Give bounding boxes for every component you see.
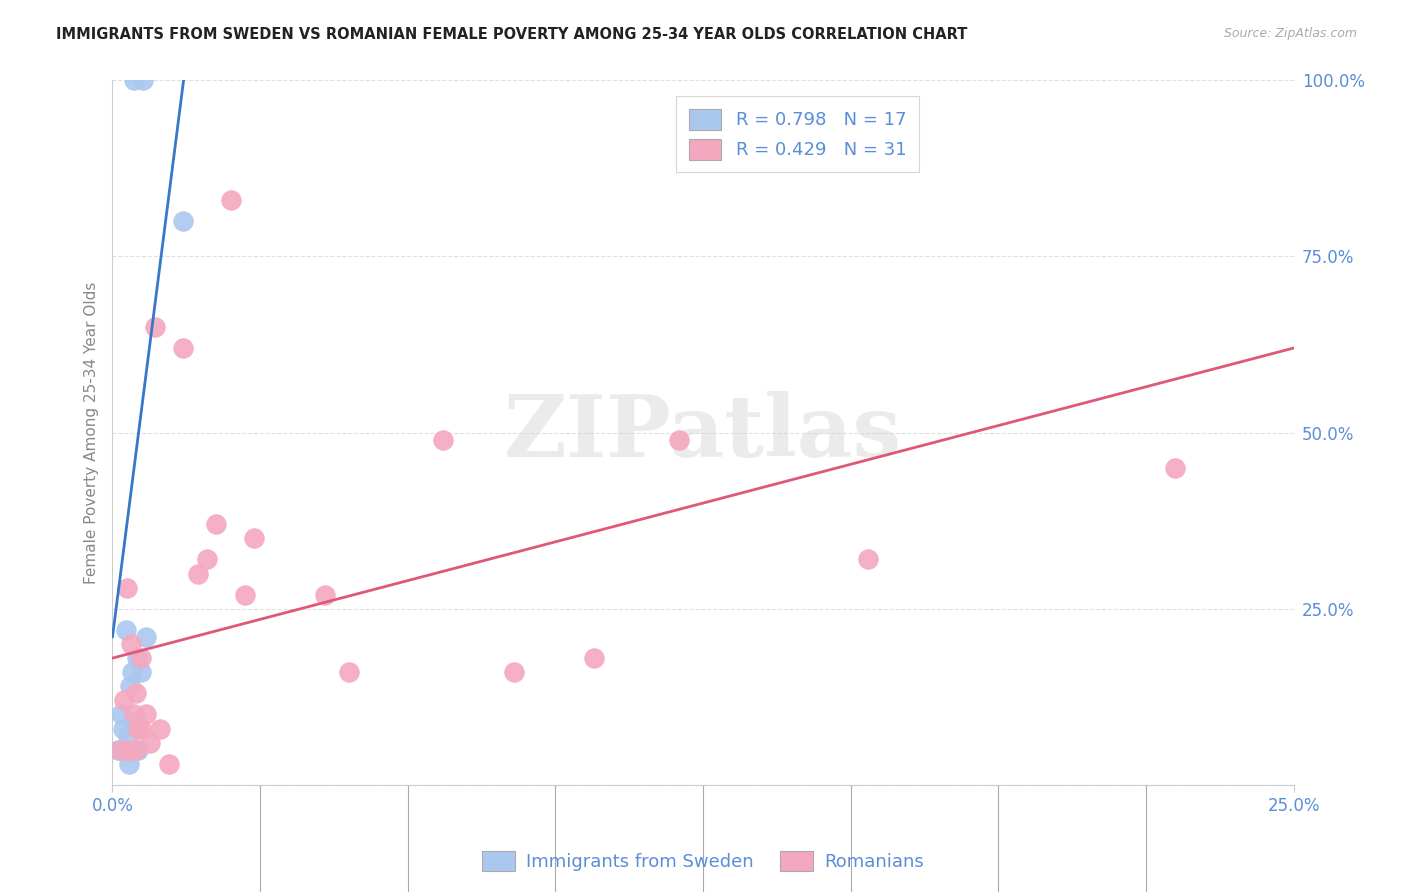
Point bbox=[205, 517, 228, 532]
Point bbox=[135, 707, 157, 722]
Legend: Immigrants from Sweden, Romanians: Immigrants from Sweden, Romanians bbox=[475, 843, 931, 879]
Point bbox=[114, 623, 136, 637]
Point bbox=[583, 651, 606, 665]
Text: Source: ZipAtlas.com: Source: ZipAtlas.com bbox=[1223, 27, 1357, 40]
Point bbox=[127, 742, 149, 756]
Point bbox=[172, 214, 194, 228]
Point bbox=[129, 722, 152, 736]
Point bbox=[143, 319, 166, 334]
Point bbox=[132, 73, 155, 87]
Point bbox=[108, 742, 131, 756]
Point bbox=[127, 722, 149, 736]
Point bbox=[157, 756, 180, 771]
Point bbox=[118, 742, 141, 756]
Point bbox=[129, 665, 152, 680]
Point bbox=[121, 665, 143, 680]
Point bbox=[135, 630, 157, 644]
Point bbox=[114, 742, 136, 756]
Point bbox=[172, 341, 194, 355]
Point bbox=[337, 665, 360, 680]
Point bbox=[120, 679, 142, 693]
Point bbox=[117, 729, 139, 743]
Point bbox=[118, 756, 141, 771]
Point bbox=[314, 588, 336, 602]
Point bbox=[149, 722, 172, 736]
Point bbox=[1164, 460, 1187, 475]
Text: ZIPatlas: ZIPatlas bbox=[503, 391, 903, 475]
Point bbox=[243, 532, 266, 546]
Point bbox=[195, 552, 218, 566]
Point bbox=[124, 714, 146, 729]
Point bbox=[122, 73, 145, 87]
Point bbox=[858, 552, 880, 566]
Point bbox=[129, 651, 152, 665]
Point bbox=[432, 433, 454, 447]
Point bbox=[111, 722, 134, 736]
Point bbox=[112, 693, 135, 707]
Point bbox=[107, 742, 129, 756]
Point bbox=[233, 588, 256, 602]
Y-axis label: Female Poverty Among 25-34 Year Olds: Female Poverty Among 25-34 Year Olds bbox=[83, 282, 98, 583]
Point bbox=[120, 637, 142, 651]
Point bbox=[110, 707, 132, 722]
Point bbox=[503, 665, 526, 680]
Point bbox=[139, 736, 162, 750]
Point bbox=[219, 193, 242, 207]
Point bbox=[125, 686, 148, 700]
Point bbox=[186, 566, 208, 581]
Text: IMMIGRANTS FROM SWEDEN VS ROMANIAN FEMALE POVERTY AMONG 25-34 YEAR OLDS CORRELAT: IMMIGRANTS FROM SWEDEN VS ROMANIAN FEMAL… bbox=[56, 27, 967, 42]
Point bbox=[122, 707, 145, 722]
Point bbox=[125, 651, 148, 665]
Point bbox=[115, 581, 138, 595]
Point bbox=[668, 433, 690, 447]
Point bbox=[125, 742, 148, 756]
